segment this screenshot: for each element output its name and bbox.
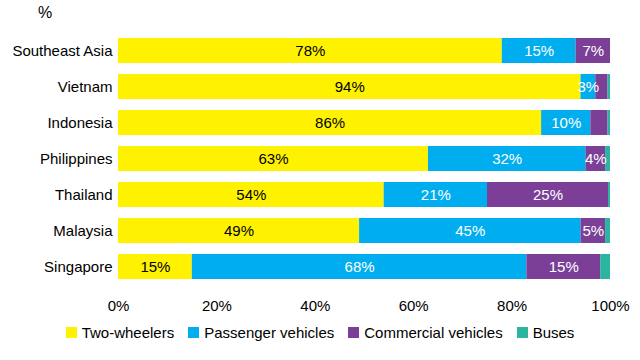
svg-text:63%: 63%	[258, 150, 288, 167]
html-text:Commercial vehicles: Commercial vehicles	[364, 324, 503, 341]
svg-text:40%: 40%	[300, 297, 330, 314]
svg-text:32%: 32%	[492, 150, 522, 167]
svg-text:3%: 3%	[578, 78, 600, 95]
svg-text:4%: 4%	[585, 150, 607, 167]
svg-text:Vietnam: Vietnam	[58, 78, 113, 95]
svg-text:Thailand: Thailand	[55, 186, 113, 203]
svg-text:86%: 86%	[315, 114, 345, 131]
svg-text:20%: 20%	[202, 297, 232, 314]
svg-text:21%: 21%	[421, 186, 451, 203]
svg-text:15%: 15%	[524, 42, 554, 59]
html-text:Two-wheelers: Two-wheelers	[81, 324, 175, 341]
html-text:Buses: Buses	[532, 324, 575, 341]
svg-text:25%: 25%	[533, 186, 563, 203]
svg-text:10%: 10%	[551, 114, 581, 131]
svg-text:7%: 7%	[582, 42, 604, 59]
svg-text:Singapore: Singapore	[44, 258, 112, 275]
svg-text:45%: 45%	[455, 222, 485, 239]
svg-text:5%: 5%	[582, 222, 604, 239]
svg-text:94%: 94%	[335, 78, 365, 95]
svg-text:68%: 68%	[345, 258, 375, 275]
svg-text:54%: 54%	[236, 186, 266, 203]
svg-text:0%: 0%	[108, 297, 130, 314]
svg-text:15%: 15%	[549, 258, 579, 275]
svg-text:78%: 78%	[295, 42, 325, 59]
svg-text:15%: 15%	[140, 258, 170, 275]
svg-text:Indonesia: Indonesia	[47, 114, 113, 131]
svg-text:60%: 60%	[399, 297, 429, 314]
svg-text:Philippines: Philippines	[40, 150, 113, 167]
svg-text:80%: 80%	[497, 297, 527, 314]
svg-text:49%: 49%	[224, 222, 254, 239]
svg-text:Southeast Asia: Southeast Asia	[12, 42, 113, 59]
svg-text:Malaysia: Malaysia	[53, 222, 113, 239]
html-text:Passenger vehicles: Passenger vehicles	[204, 324, 335, 341]
svg-text:100%: 100%	[591, 297, 629, 314]
